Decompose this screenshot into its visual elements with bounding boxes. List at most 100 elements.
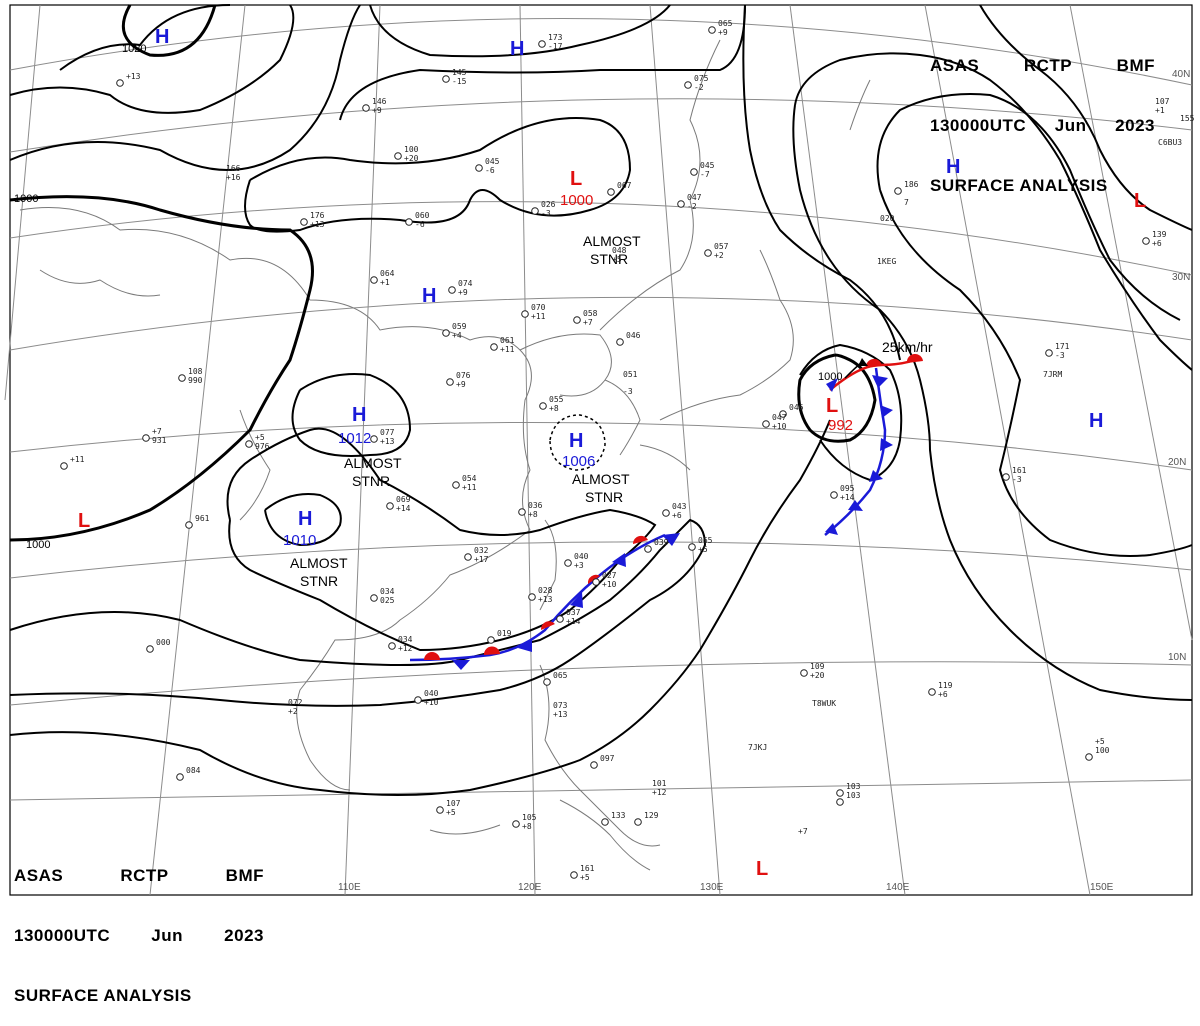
station-circle: [573, 316, 581, 324]
latitude-grid: [9, 18, 1193, 801]
station-value: 020: [880, 214, 895, 223]
lat-label: 10N: [1168, 652, 1186, 663]
station-circle: [531, 207, 539, 215]
header-code: BMF: [1116, 56, 1155, 75]
high-center-marker: H: [510, 38, 524, 60]
station-value: +6: [938, 690, 948, 699]
isobar-label: 1000: [26, 539, 50, 551]
station-value: C6BU3: [1158, 138, 1182, 147]
station-value: 961: [195, 514, 210, 523]
chart-header-top: ASAS RCTP BMF 130000UTC Jun 2023 SURFACE…: [930, 16, 1155, 216]
station-value: -17: [548, 42, 563, 51]
station-circle: [442, 75, 450, 83]
station-value: 070: [531, 303, 546, 312]
station-circle: [708, 26, 716, 34]
station-value: +8: [522, 822, 532, 831]
station-value: -2: [687, 202, 697, 211]
station-value: +12: [398, 644, 413, 653]
station-value: 048: [612, 246, 627, 255]
station-circle: [800, 669, 808, 677]
station-value: 176: [310, 211, 325, 220]
station-circle: [362, 104, 370, 112]
station-value: 039: [654, 538, 669, 547]
station-value: -3: [1012, 475, 1022, 484]
station-circle: [448, 286, 456, 294]
header-code: BMF: [225, 866, 264, 885]
station-value: +13: [126, 72, 141, 81]
chart-header-bottom: ASAS RCTP BMF 130000UTC Jun 2023 SURFACE…: [14, 826, 264, 1026]
station-circle: [300, 218, 308, 226]
station-value: +14: [566, 617, 581, 626]
station-value: 040: [574, 552, 589, 561]
station-value: 173: [548, 33, 563, 42]
station-value: 064: [380, 269, 395, 278]
header-time: 130000UTC: [930, 116, 1027, 135]
lon-labels: 110E 120E 130E 140E 150E: [338, 882, 1114, 893]
station-circle: [436, 806, 444, 814]
station-value: +17: [474, 555, 489, 564]
station-value: 034: [398, 635, 413, 644]
high-center-marker: H: [352, 404, 366, 426]
station-circle: [677, 200, 685, 208]
station-value: 065: [553, 671, 568, 680]
low-center-marker: L: [756, 858, 768, 880]
station-circle: [414, 696, 422, 704]
station-value: +9: [458, 288, 468, 297]
stnr-label: STNR: [590, 251, 628, 267]
station-circle: [512, 820, 520, 828]
station-circle: [556, 615, 564, 623]
lon-label: 120E: [518, 882, 542, 893]
station-circle: [590, 761, 598, 769]
station-value: 139: [1152, 230, 1167, 239]
station-value: 057: [714, 242, 729, 251]
station-value: 990: [188, 376, 203, 385]
station-circle: [1002, 473, 1010, 481]
station-value: 166: [226, 164, 241, 173]
low-center-marker: L: [570, 168, 582, 190]
header-title: SURFACE ANALYSIS: [14, 986, 192, 1005]
low-center-value: 992: [828, 417, 853, 434]
header-month: Jun: [1054, 116, 1087, 135]
lon-label: 130E: [700, 882, 724, 893]
station-circle: [830, 491, 838, 499]
lon-label: 150E: [1090, 882, 1114, 893]
high-center-value: 1012: [338, 430, 371, 447]
station-value: +9: [456, 380, 466, 389]
station-value: +16: [226, 173, 241, 182]
station-value: +2: [288, 707, 298, 716]
station-value: 067: [617, 181, 632, 190]
station-value: 133: [611, 811, 626, 820]
station-value: 976: [255, 442, 270, 451]
station-value: 186: [904, 180, 919, 189]
station-value: 000: [156, 638, 171, 647]
station-value: -7: [700, 170, 710, 179]
station-value: -15: [452, 77, 467, 86]
station-value: 146: [372, 97, 387, 106]
station-value: 107: [446, 799, 461, 808]
station-circle: [704, 249, 712, 257]
station-circle: [616, 338, 624, 346]
storm-motion-label: 25km/hr: [882, 339, 933, 355]
station-circle: [464, 553, 472, 561]
station-value: 101: [652, 779, 667, 788]
station-value: +13: [553, 710, 568, 719]
stnr-label: STNR: [300, 573, 338, 589]
station-circle: [176, 773, 184, 781]
station-circle: [762, 420, 770, 428]
station-value: +9: [718, 28, 728, 37]
station-value: -2: [694, 83, 704, 92]
header-agency: ASAS: [930, 56, 980, 75]
station-value: +11: [500, 345, 515, 354]
station-value: 1KEG: [877, 257, 896, 266]
station-value: +20: [404, 154, 419, 163]
station-value: 109: [810, 662, 825, 671]
station-value: +5: [446, 808, 456, 817]
almost-label: ALMOST: [290, 555, 348, 571]
station-value: 074: [458, 279, 473, 288]
lat-label: 20N: [1168, 457, 1186, 468]
station-value: +7: [798, 827, 808, 836]
station-circle: [405, 218, 413, 226]
station-value: 060: [415, 211, 430, 220]
station-value: 145: [452, 68, 467, 77]
station-circle: [644, 545, 652, 553]
